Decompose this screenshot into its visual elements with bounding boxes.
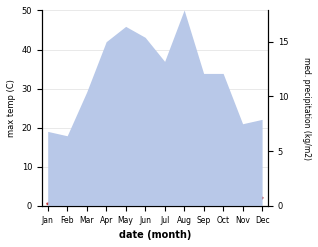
Y-axis label: max temp (C): max temp (C)	[7, 79, 16, 137]
X-axis label: date (month): date (month)	[119, 230, 191, 240]
Y-axis label: med. precipitation (kg/m2): med. precipitation (kg/m2)	[302, 57, 311, 160]
